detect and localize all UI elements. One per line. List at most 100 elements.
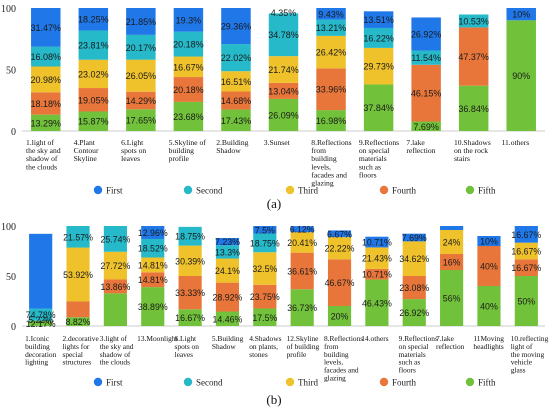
a-bar-segment — [31, 46, 61, 67]
b-data-label: 21.43% — [362, 254, 392, 264]
b-data-label: 26.92% — [399, 308, 429, 318]
a-bar-segment — [78, 88, 109, 112]
b-bar-segment — [514, 242, 538, 260]
a-legend-label: Fifth — [478, 186, 496, 196]
a-data-label: 13.04% — [268, 86, 299, 96]
b-bar-segment — [440, 230, 464, 254]
b-bar-segment — [440, 254, 464, 270]
a-category-label: 7.lake reflection — [406, 138, 435, 155]
b-category-label: 4.Shadows on plants, stones — [249, 334, 281, 359]
a-bar-segment — [173, 31, 204, 57]
a-bar-segment — [173, 77, 204, 102]
b-bar-segment — [290, 226, 314, 233]
b-legend-marker — [183, 377, 193, 387]
b-bar-segment — [66, 247, 90, 302]
a-bar-segment — [31, 66, 61, 93]
b-ytick-label: 0 — [11, 322, 16, 333]
a-ytick-label: 0 — [11, 127, 16, 138]
a-bar-segment — [458, 27, 489, 86]
a-data-label: 20.98% — [31, 75, 62, 85]
a-panel-label: (a) — [267, 196, 281, 211]
a-category-label: 6.Light spots on leaves — [121, 138, 146, 163]
a-legend-label: Fourth — [392, 186, 417, 196]
a-data-label: 14.68% — [221, 96, 252, 106]
a-bar-segment — [316, 8, 346, 20]
a-bar-segment — [173, 101, 204, 131]
b-bar-segment — [327, 259, 352, 306]
a-bar-segment — [268, 56, 299, 83]
a-ytick-label: 50 — [6, 66, 16, 77]
a-category-label: 5.Skyline of building profile — [169, 138, 207, 163]
a-data-label: 9.43% — [318, 9, 344, 19]
b-category-label: 5.Building Shadow — [212, 334, 244, 351]
b-data-label: 30.39% — [175, 256, 205, 266]
b-data-label: 10.71% — [362, 238, 392, 248]
a-bar-segment — [126, 91, 156, 110]
a-bar-segment — [221, 71, 251, 92]
a-legend-marker — [183, 185, 193, 195]
a-legend-marker — [285, 185, 295, 195]
a-data-label: 21.74% — [268, 65, 299, 75]
a-bar-segment — [78, 111, 109, 131]
b-bar-segment — [103, 279, 127, 294]
a-bar-segment — [173, 56, 204, 78]
a-data-label: 46.15% — [411, 89, 442, 99]
b-data-label: 12.96% — [138, 228, 168, 238]
b-data-label: 7.5% — [255, 225, 275, 235]
b-data-label: 23.08% — [399, 283, 429, 293]
b-bar-segment — [365, 268, 389, 280]
b-bar-segment — [141, 272, 165, 288]
a-data-label: 10% — [512, 10, 530, 20]
b-category-label: 13.Moonlight — [137, 334, 178, 343]
b-data-label: 38.89% — [138, 302, 168, 312]
b-data-label: 22.22% — [325, 244, 355, 254]
b-data-label: 56% — [443, 294, 461, 304]
b-legend-label: Third — [298, 378, 318, 388]
b-bar-segment — [514, 276, 538, 326]
b-bar-segment — [253, 308, 277, 326]
b-bar-segment — [402, 233, 426, 242]
b-bar-segment — [141, 226, 165, 239]
b-bar-segment — [178, 276, 202, 310]
b-data-label: 16.67% — [511, 246, 541, 256]
b-data-label: 18.75% — [250, 238, 280, 248]
a-data-label: 37.84% — [363, 103, 394, 113]
a-data-label: 4.35% — [271, 8, 297, 18]
a-legend-marker — [465, 185, 475, 195]
b-bar-segment — [365, 236, 389, 248]
b-category-label: 9.Reflections on special materials such as f… — [399, 334, 438, 375]
b-legend-marker — [465, 377, 475, 387]
a-data-label: 13.29% — [31, 118, 62, 128]
b-data-label: 24.1% — [215, 266, 240, 276]
b-bar-segment — [178, 245, 202, 276]
b-category-label: 12.Skyline of building profile — [287, 334, 320, 359]
a-data-label: 11.54% — [411, 53, 441, 63]
a-data-label: 21.85% — [126, 17, 157, 27]
b-data-label: 20.41% — [287, 238, 317, 248]
a-bar-segment — [411, 64, 441, 122]
a-legend-label: Second — [196, 186, 223, 196]
a-bar-segment — [268, 82, 299, 99]
b-data-label: 7.69% — [402, 233, 427, 243]
b-data-label: 16.67% — [511, 230, 541, 240]
b-bar-segment — [327, 230, 352, 238]
a-data-label: 23.02% — [78, 69, 109, 79]
b-bar-segment — [215, 245, 240, 259]
a-bar-segment — [363, 11, 394, 28]
a-bar-segment — [458, 85, 489, 131]
a-bar-segment — [411, 50, 441, 65]
a-bar-segment — [126, 59, 156, 92]
b-data-label: 14.81% — [138, 260, 168, 270]
a-data-label: 26.92% — [411, 30, 442, 40]
b-data-label: 18.52% — [138, 244, 168, 254]
b-bar-segment — [365, 279, 389, 326]
a-bar-segment — [221, 109, 251, 131]
a-bar-segment — [31, 114, 61, 131]
a-bar-segment — [363, 27, 394, 48]
b-data-label: 32.5% — [252, 264, 277, 274]
a-data-label: 20.18% — [173, 40, 204, 50]
a-bar-segment — [363, 47, 394, 85]
a-bar-segment — [316, 68, 346, 111]
a-data-label: 23.81% — [78, 41, 109, 51]
